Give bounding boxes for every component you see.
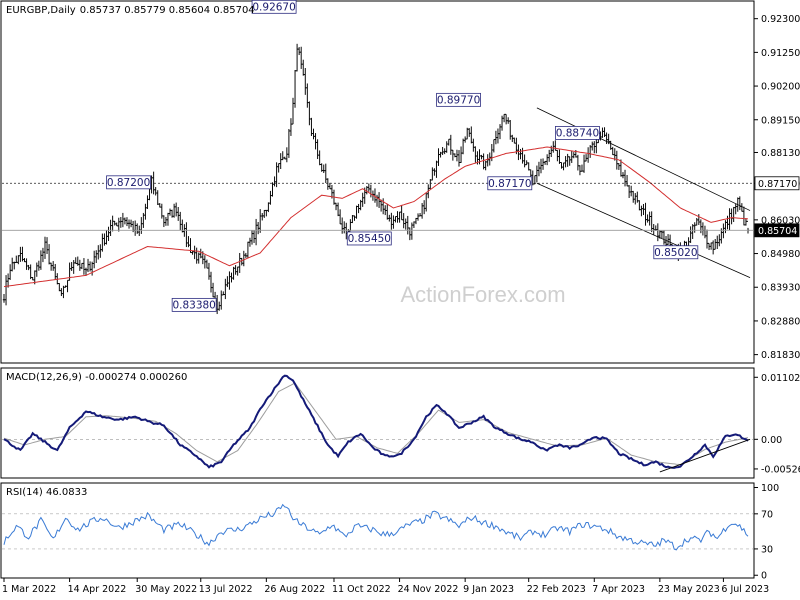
price-annotation: 0.85450 [346, 231, 392, 246]
price-annotation-label: 0.83380 [172, 299, 215, 311]
axis-price-tag-box [754, 223, 800, 238]
axis-price-tag-box [754, 176, 800, 191]
axis-layer: 0.92300 0.91250 0.90200 0.89150 0.88130 0.871… [2, 14, 800, 595]
price-pane-ohlc: 0.85737 0.85779 0.85604 0.85704 [80, 5, 255, 16]
price-annotation-box [436, 92, 481, 107]
price-annotation: 0.89770 [436, 92, 481, 107]
price-pane-border [0, 0, 755, 364]
price-annotation-label: 0.85020 [654, 247, 697, 259]
axis-price-tag-label: 0.87170 [758, 179, 797, 190]
price-annotation-box [106, 175, 151, 190]
macd-line [3, 374, 749, 469]
price-annotation: 0.88740 [555, 126, 600, 140]
price-annotation: 0.85020 [653, 245, 699, 260]
price-annotation-box [487, 176, 533, 191]
price-axis-label: 0.81830 [761, 350, 800, 361]
axis-price-tag-label: 0.85704 [758, 226, 797, 237]
price-axis-label: 0.92300 [761, 14, 800, 25]
price-annotation-box [346, 231, 392, 246]
moving-average-line [3, 146, 749, 288]
price-axis-label: 0.91250 [761, 48, 800, 59]
price-axis-label: 0.83930 [761, 283, 800, 294]
rsi-axis-label: 30 [761, 544, 773, 555]
x-axis-label: 24 Nov 2022 [398, 584, 459, 595]
price-annotation-label: 0.88740 [556, 127, 599, 139]
x-axis-label: 22 Feb 2023 [527, 584, 586, 595]
rsi-line [3, 503, 749, 551]
price-axis-label: 0.84980 [761, 249, 800, 260]
x-axis-label: 1 Mar 2022 [2, 584, 56, 595]
x-axis-label: 6 Jul 2023 [721, 584, 769, 595]
macd-axis-label: -0.005267 [761, 464, 800, 475]
macd-pane-title: MACD(12,26,9) -0.000274 0.000260 [6, 372, 187, 383]
price-pane-symbol: EURGBP,Daily [6, 5, 76, 16]
macd-axis-label: 0.00 [761, 435, 782, 446]
rsi-axis-label: 100 [761, 483, 779, 494]
macd-axis-label: 0.011027 [761, 373, 800, 384]
x-axis-label: 30 May 2022 [135, 584, 197, 595]
price-axis-label: 0.89150 [761, 115, 800, 126]
rsi-pane-border [0, 482, 755, 579]
macd-trendline [659, 438, 751, 473]
x-axis-label: 13 Jul 2022 [199, 584, 253, 595]
price-annotation-label: 0.87200 [107, 177, 150, 189]
rsi-pane-title: RSI(14) 46.0833 [6, 487, 87, 498]
price-annotation-box [171, 297, 217, 312]
macd-pane-border [0, 367, 755, 479]
price-annotation: 0.87200 [106, 175, 151, 190]
macd-layer [2, 374, 753, 473]
price-axis-label: 0.82880 [761, 316, 800, 327]
price-layer: 0.92670 0.89770 0.88740 0.87200 0.87170 0.854… [2, 0, 753, 315]
price-annotation-label: 0.92670 [252, 1, 295, 13]
price-annotation: 0.87170 [487, 176, 533, 191]
rsi-axis-label: 70 [761, 509, 773, 520]
watermark: ActionForex.com [400, 282, 565, 307]
x-axis-label: 9 Jan 2023 [463, 584, 514, 595]
price-axis-label: 0.86030 [761, 215, 800, 226]
price-annotation-box [251, 0, 297, 14]
channel-line [536, 107, 751, 211]
rsi-axis-label: 0 [761, 571, 767, 582]
price-annotation-box [653, 245, 699, 260]
price-axis-label: 0.88130 [761, 148, 800, 159]
price-annotation-label: 0.87170 [488, 178, 531, 190]
price-pane-title: EURGBP,Daily 0.85737 0.85779 0.85604 0.85… [6, 5, 255, 16]
price-annotation: 0.92670 [251, 0, 297, 14]
axis-price-tag: 0.85704 [754, 223, 800, 238]
x-axis-label: 23 May 2023 [658, 584, 720, 595]
price-annotation-box [555, 126, 600, 140]
price-annotation-label: 0.85450 [348, 233, 391, 245]
x-axis-label: 7 Apr 2023 [592, 584, 645, 595]
x-axis-label: 11 Oct 2022 [332, 584, 391, 595]
price-annotation-label: 0.89770 [437, 94, 480, 106]
price-annotation: 0.83380 [171, 297, 217, 312]
x-axis-label: 26 Aug 2022 [264, 584, 325, 595]
price-axis-label: 0.90200 [761, 82, 800, 93]
rsi-layer [2, 503, 753, 551]
x-axis-label: 14 Apr 2022 [68, 584, 127, 595]
axis-price-tag: 0.87170 [754, 176, 800, 191]
